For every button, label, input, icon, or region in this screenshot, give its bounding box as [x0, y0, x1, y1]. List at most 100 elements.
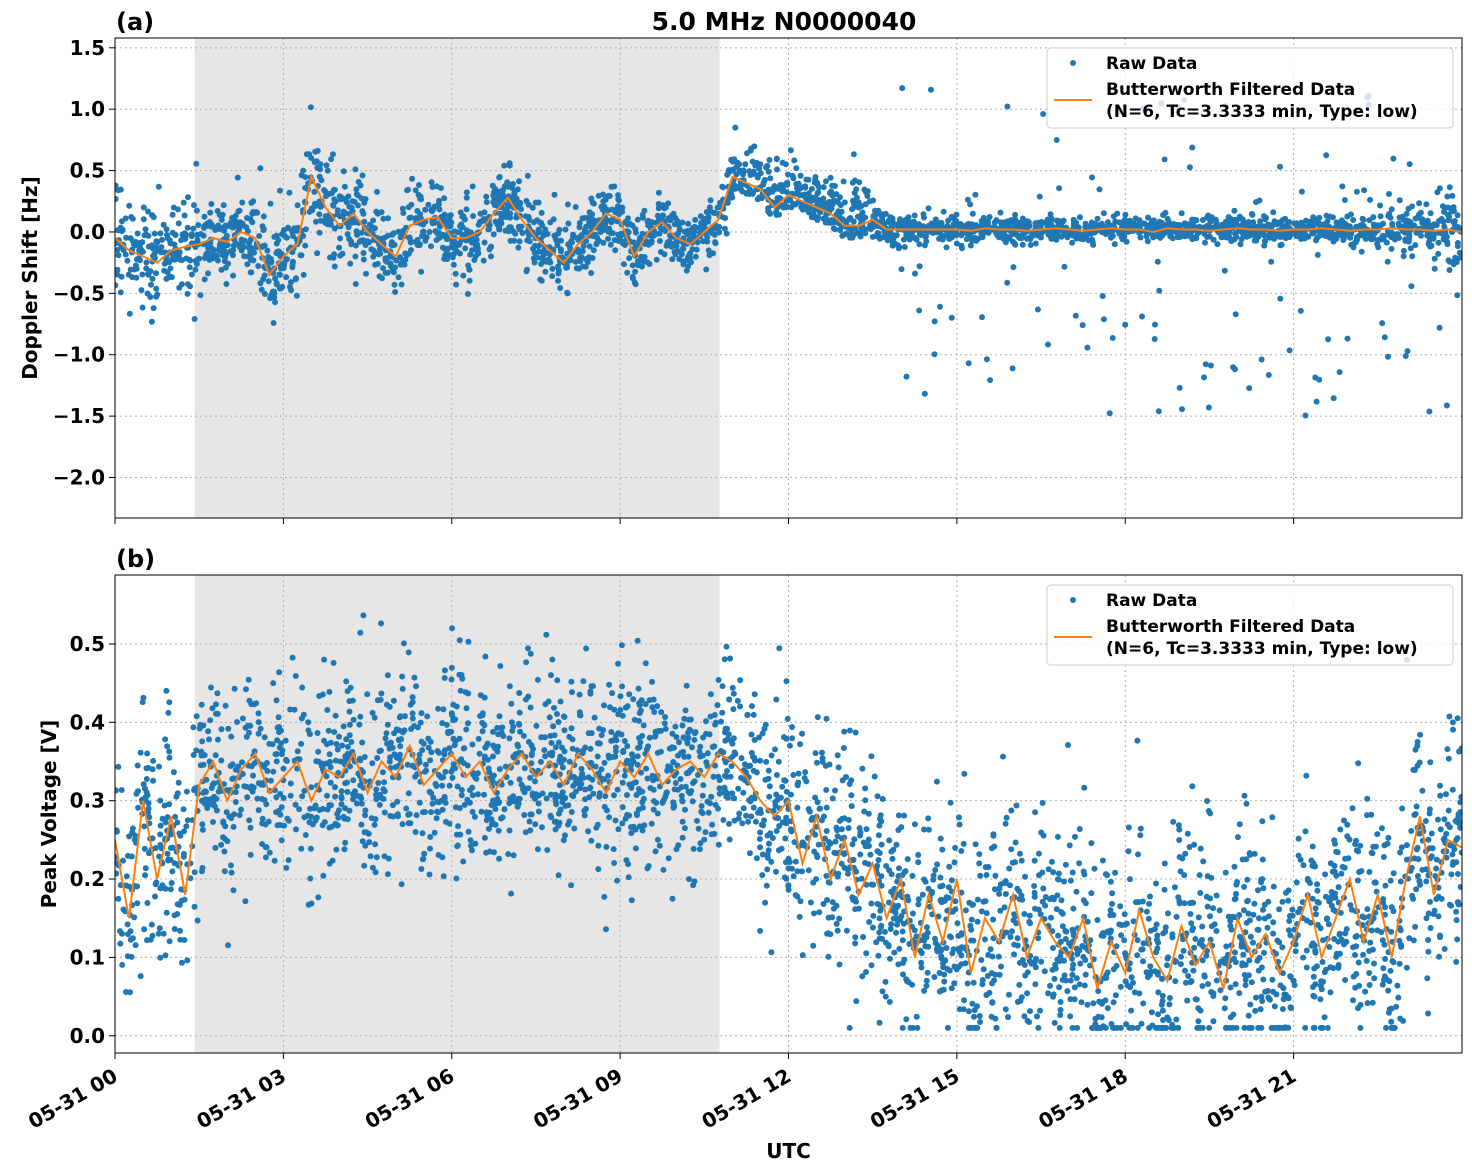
- raw-data-point: [1335, 220, 1341, 226]
- raw-data-point: [968, 938, 974, 944]
- raw-data-point: [1119, 234, 1125, 240]
- raw-data-point: [1304, 965, 1310, 971]
- raw-data-point: [441, 195, 447, 201]
- raw-data-point: [1008, 846, 1014, 852]
- raw-data-point: [1083, 972, 1089, 978]
- raw-data-point: [352, 199, 358, 205]
- raw-data-point: [1437, 783, 1443, 789]
- raw-data-point: [921, 211, 927, 217]
- raw-data-point: [465, 639, 471, 645]
- raw-data-point: [866, 811, 872, 817]
- raw-data-point: [1320, 959, 1326, 965]
- raw-data-point: [736, 161, 742, 167]
- raw-data-point: [157, 798, 163, 804]
- raw-data-point: [113, 788, 119, 794]
- raw-data-point: [868, 753, 874, 759]
- raw-data-point: [799, 731, 805, 737]
- raw-data-point: [1447, 824, 1453, 830]
- raw-data-point: [235, 175, 241, 181]
- raw-data-point: [573, 259, 579, 265]
- raw-data-point: [1454, 936, 1460, 942]
- raw-data-point: [642, 254, 648, 260]
- raw-data-point: [1004, 280, 1010, 286]
- raw-data-point: [1407, 161, 1413, 167]
- raw-data-point: [1410, 767, 1416, 773]
- raw-data-point: [471, 257, 477, 263]
- raw-data-point: [923, 234, 929, 240]
- raw-data-point: [1188, 920, 1194, 926]
- raw-data-point: [552, 192, 558, 198]
- raw-data-point: [286, 857, 292, 863]
- raw-data-point: [1316, 900, 1322, 906]
- raw-data-point: [352, 166, 358, 172]
- raw-data-point: [517, 226, 523, 232]
- raw-data-point: [600, 192, 606, 198]
- raw-data-point: [1437, 793, 1443, 799]
- raw-data-point: [1367, 940, 1373, 946]
- raw-data-point: [899, 85, 905, 91]
- raw-data-point: [215, 737, 221, 743]
- raw-data-point: [164, 232, 170, 238]
- raw-data-point: [797, 741, 803, 747]
- raw-data-point: [373, 787, 379, 793]
- raw-data-point: [700, 782, 706, 788]
- raw-data-point: [481, 217, 487, 223]
- raw-data-point: [902, 244, 908, 250]
- raw-data-point: [293, 826, 299, 832]
- raw-data-point: [281, 262, 287, 268]
- raw-data-point: [455, 823, 461, 829]
- raw-data-point: [1297, 231, 1303, 237]
- raw-data-point: [244, 215, 250, 221]
- raw-data-point: [717, 785, 723, 791]
- raw-data-point: [1316, 221, 1322, 227]
- raw-data-point: [694, 818, 700, 824]
- raw-data-point: [361, 257, 367, 263]
- raw-data-point: [836, 916, 842, 922]
- raw-data-point: [961, 771, 967, 777]
- raw-data-point: [1360, 952, 1366, 958]
- raw-data-point: [937, 304, 943, 310]
- raw-data-point: [917, 263, 923, 269]
- raw-data-point: [912, 213, 918, 219]
- raw-data-point: [1370, 947, 1376, 953]
- raw-data-point: [1397, 197, 1403, 203]
- raw-data-point: [511, 852, 517, 858]
- raw-data-point: [798, 173, 804, 179]
- raw-data-point: [580, 248, 586, 254]
- raw-data-point: [1090, 1000, 1096, 1006]
- raw-data-point: [1217, 907, 1223, 913]
- raw-data-point: [791, 157, 797, 163]
- raw-data-point: [580, 264, 586, 270]
- raw-data-point: [858, 234, 864, 240]
- raw-data-point: [554, 711, 560, 717]
- raw-data-point: [839, 209, 845, 215]
- raw-data-point: [524, 268, 530, 274]
- raw-data-point: [1389, 246, 1395, 252]
- raw-data-point: [1361, 187, 1367, 193]
- raw-data-point: [774, 167, 780, 173]
- raw-data-point: [1004, 234, 1010, 240]
- raw-data-point: [1429, 831, 1435, 837]
- raw-data-point: [199, 821, 205, 827]
- raw-data-point: [900, 1025, 906, 1031]
- raw-data-point: [246, 698, 252, 704]
- raw-data-point: [1389, 958, 1395, 964]
- raw-data-point: [1105, 1005, 1111, 1011]
- raw-data-point: [163, 952, 169, 958]
- raw-data-point: [161, 222, 167, 228]
- raw-data-point: [233, 213, 239, 219]
- raw-data-point: [1299, 189, 1305, 195]
- raw-data-point: [1254, 232, 1260, 238]
- raw-data-point: [148, 282, 154, 288]
- raw-data-point: [124, 873, 130, 879]
- raw-data-point: [360, 172, 366, 178]
- raw-data-point: [239, 248, 245, 254]
- raw-data-point: [1280, 985, 1286, 991]
- raw-data-point: [372, 822, 378, 828]
- raw-data-point: [788, 147, 794, 153]
- raw-data-point: [432, 220, 438, 226]
- raw-data-point: [136, 247, 142, 253]
- raw-data-point: [1448, 903, 1454, 909]
- raw-data-point: [1183, 980, 1189, 986]
- raw-data-point: [125, 921, 131, 927]
